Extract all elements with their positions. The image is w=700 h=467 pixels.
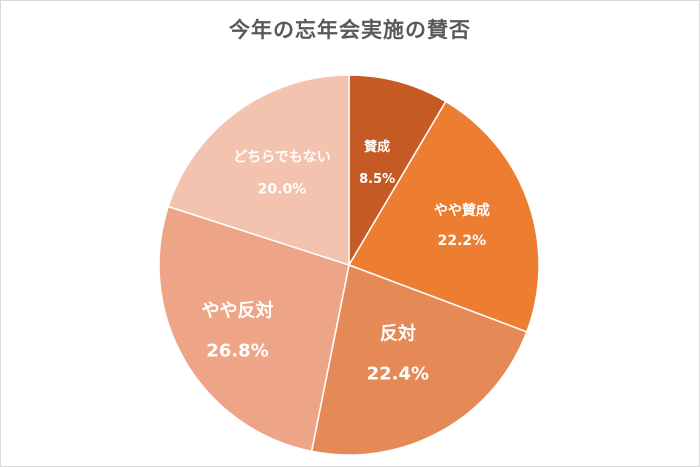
slice-value-label: 22.4%	[367, 363, 429, 384]
chart-title: 今年の忘年会実施の賛否	[229, 18, 471, 42]
pie-slice	[167, 74, 350, 267]
slice-label: どちらでもない	[233, 150, 331, 166]
slice-value-label: 20.0%	[258, 182, 307, 198]
slice-label: やや反対	[202, 300, 274, 322]
slice-value-label: 26.8%	[206, 341, 268, 362]
slice-value-label: 22.2%	[438, 233, 487, 249]
slice-label: やや賛成	[434, 202, 490, 219]
slice-label: 賛成	[364, 139, 390, 155]
pie-slice	[158, 205, 350, 453]
pie-slice	[347, 100, 540, 333]
pie-slice	[348, 74, 447, 268]
slice-label: 反対	[380, 322, 416, 344]
slice-value-label: 8.5%	[359, 172, 395, 187]
pie-slice	[310, 263, 528, 456]
